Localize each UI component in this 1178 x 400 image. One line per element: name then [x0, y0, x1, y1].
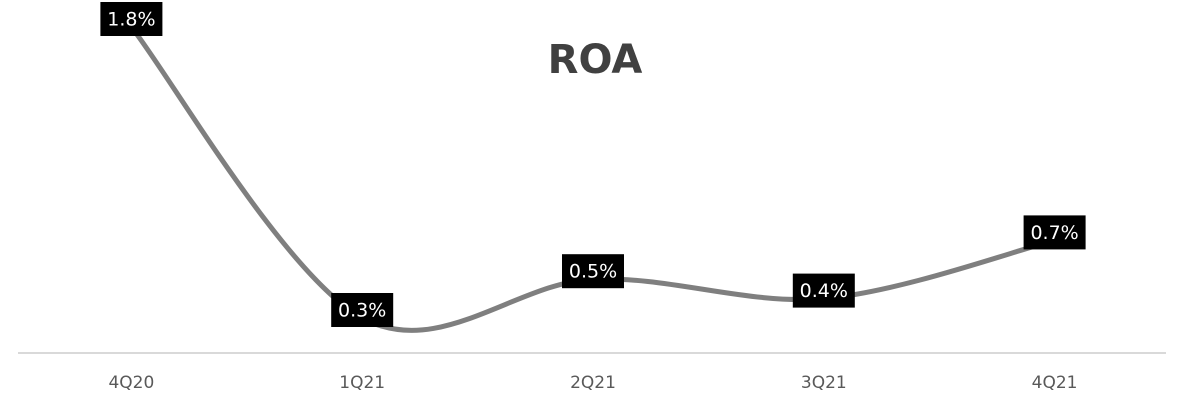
data-label: 1.8%: [107, 9, 155, 31]
data-label-box: [562, 254, 624, 289]
chart-title: ROA: [548, 37, 643, 83]
data-label: 0.5%: [569, 261, 617, 283]
x-tick-label: 4Q20: [108, 373, 154, 393]
x-tick-label: 1Q21: [339, 373, 385, 393]
x-tick-label: 2Q21: [570, 373, 616, 393]
data-label-box: [331, 293, 394, 327]
x-tick-label: 3Q21: [801, 373, 847, 393]
data-label: 0.3%: [338, 300, 386, 322]
x-tick-label: 4Q21: [1032, 373, 1078, 393]
data-label-box: [1023, 215, 1086, 250]
data-label: 0.4%: [800, 280, 848, 302]
data-label-box: [792, 273, 855, 308]
data-label: 0.7%: [1030, 222, 1078, 244]
data-label-box: [100, 2, 163, 36]
